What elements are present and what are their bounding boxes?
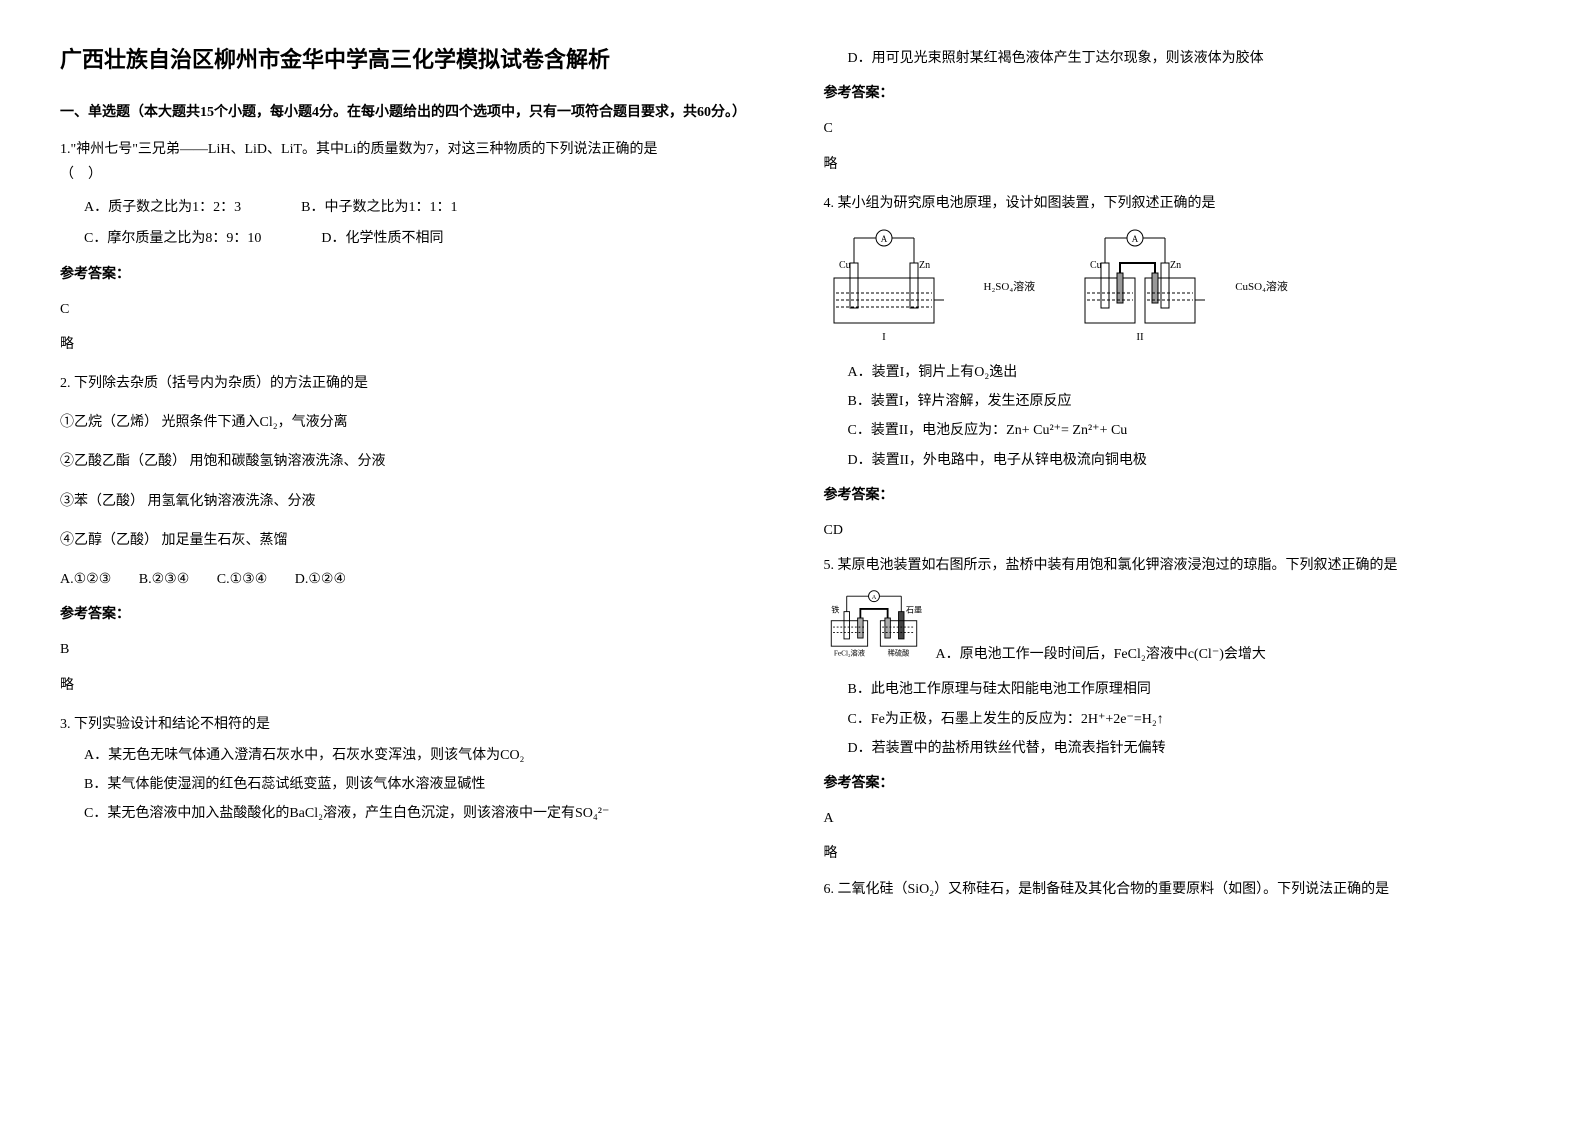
svg-text:A: A	[871, 594, 876, 601]
cell-diagram-1: A Cu Zn I	[824, 228, 974, 348]
q4-option-d: D．装置II，外电路中，电子从锌电极流向铜电极	[848, 448, 1528, 473]
svg-text:铁: 铁	[831, 605, 839, 615]
cell1-right-label: Zn	[919, 260, 930, 271]
q3-note: 略	[824, 152, 1528, 177]
q2-option-c: C.①③④	[217, 572, 268, 587]
question-4: 4. 某小组为研究原电池原理，设计如图装置，下列叙述正确的是 A Cu Zn I	[824, 191, 1528, 543]
q5-option-c: C．Fe为正极，石墨上发生的反应为：2H⁺+2e⁻=H₂↑	[848, 707, 1528, 732]
q5-answer-label: 参考答案：	[824, 771, 1528, 796]
page-title: 广西壮族自治区柳州市金华中学高三化学模拟试卷含解析	[60, 40, 764, 80]
q2-item-4: ④乙醇（乙酸） 加足量生石灰、蒸馏	[60, 528, 764, 553]
q3-option-c: C．某无色溶液中加入盐酸酸化的BaCl₂溶液，产生白色沉淀，则该溶液中一定有SO…	[84, 801, 764, 826]
q4-option-c: C．装置II，电池反应为：Zn+ Cu²⁺= Zn²⁺+ Cu	[848, 418, 1528, 443]
q1-option-a: A．质子数之比为1：2：3	[84, 195, 241, 220]
q3-answer-label: 参考答案：	[824, 81, 1528, 106]
q2-item-2: ②乙酸乙酯（乙酸） 用饱和碳酸氢钠溶液洗涤、分液	[60, 449, 764, 474]
cell-diagram-2: A Cu Zn II	[1075, 228, 1225, 348]
q1-option-d: D．化学性质不相同	[321, 226, 443, 251]
question-4-text: 4. 某小组为研究原电池原理，设计如图装置，下列叙述正确的是	[824, 191, 1528, 216]
q3-option-a: A．某无色无味气体通入澄清石灰水中，石灰水变浑浊，则该气体为CO₂	[84, 743, 764, 768]
question-3-text: 3. 下列实验设计和结论不相符的是	[60, 712, 764, 737]
question-5: 5. 某原电池装置如右图所示，盐桥中装有用饱和氯化钾溶液浸泡过的琼脂。下列叙述正…	[824, 553, 1528, 867]
q2-answer: B	[60, 637, 764, 662]
q2-item-3: ③苯（乙酸） 用氢氧化钠溶液洗涤、分液	[60, 489, 764, 514]
q1-option-b: B．中子数之比为1：1：1	[301, 195, 457, 220]
q2-answer-label: 参考答案：	[60, 602, 764, 627]
question-3: 3. 下列实验设计和结论不相符的是 A．某无色无味气体通入澄清石灰水中，石灰水变…	[60, 712, 764, 827]
left-column: 广西壮族自治区柳州市金华中学高三化学模拟试卷含解析 一、单选题（本大题共15个小…	[60, 40, 764, 912]
q2-option-a: A.①②③	[60, 572, 111, 587]
q4-option-a: A．装置I，铜片上有O₂逸出	[848, 360, 1528, 385]
svg-text:石墨: 石墨	[905, 606, 921, 615]
q5-note: 略	[824, 841, 1528, 866]
q5-option-a: A．原电池工作一段时间后，FeCl₂溶液中c(Cl⁻)会增大	[936, 642, 1528, 667]
svg-text:A: A	[1132, 234, 1139, 244]
cell1-solution-label: H₂SO₄溶液	[984, 278, 1036, 298]
cell1-left-label: Cu	[839, 260, 851, 271]
question-2: 2. 下列除去杂质（括号内为杂质）的方法正确的是 ①乙烷（乙烯） 光照条件下通入…	[60, 371, 764, 698]
q5-diagram-wrap: A 铁 石墨	[824, 588, 924, 667]
svg-text:FeCl₂溶液: FeCl₂溶液	[833, 649, 864, 658]
q2-item-1: ①乙烷（乙烯） 光照条件下通入Cl₂，气液分离	[60, 410, 764, 435]
q1-answer: C	[60, 297, 764, 322]
q5-diagram: A 铁 石墨	[824, 588, 924, 658]
cell1-label: I	[882, 331, 886, 343]
q5-option-d: D．若装置中的盐桥用铁丝代替，电流表指针无偏转	[848, 736, 1528, 761]
q4-option-b: B．装置I，锌片溶解，发生还原反应	[848, 389, 1528, 414]
q1-answer-label: 参考答案：	[60, 262, 764, 287]
question-5-text: 5. 某原电池装置如右图所示，盐桥中装有用饱和氯化钾溶液浸泡过的琼脂。下列叙述正…	[824, 553, 1528, 578]
q4-diagram: A Cu Zn I H₂SO₄溶液 A	[824, 228, 1528, 348]
q2-option-d: D.①②④	[295, 572, 346, 587]
svg-text:稀硫酸: 稀硫酸	[887, 649, 910, 658]
q3-options-cont: D．用可见光束照射某红褐色液体产生丁达尔现象，则该液体为胶体	[848, 46, 1528, 71]
q2-option-b: B.②③④	[139, 572, 190, 587]
question-1-options: A．质子数之比为1：2：3 B．中子数之比为1：1：1 C．摩尔质量之比为8：9…	[84, 195, 764, 251]
q5-answer: A	[824, 806, 1528, 831]
question-2-text: 2. 下列除去杂质（括号内为杂质）的方法正确的是	[60, 371, 764, 396]
q3-option-b: B．某气体能使湿润的红色石蕊试纸变蓝，则该气体水溶液显碱性	[84, 772, 764, 797]
q1-option-c: C．摩尔质量之比为8：9：10	[84, 226, 261, 251]
q2-options: A.①②③ B.②③④ C.①③④ D.①②④	[60, 567, 764, 592]
q4-answer-label: 参考答案：	[824, 483, 1528, 508]
q5-option-b: B．此电池工作原理与硅太阳能电池工作原理相同	[848, 677, 1528, 702]
q2-note: 略	[60, 673, 764, 698]
q4-answer: CD	[824, 518, 1528, 543]
q1-note: 略	[60, 332, 764, 357]
right-column: D．用可见光束照射某红褐色液体产生丁达尔现象，则该液体为胶体 参考答案： C 略…	[824, 40, 1528, 912]
section-1-title: 一、单选题（本大题共15个小题，每小题4分。在每小题给出的四个选项中，只有一项符…	[60, 100, 764, 125]
question-1-text: 1."神州七号"三兄弟——LiH、LiD、LiT。其中Li的质量数为7，对这三种…	[60, 137, 764, 187]
cell2-solution-label: CuSO₄溶液	[1235, 278, 1288, 298]
q4-options: A．装置I，铜片上有O₂逸出 B．装置I，锌片溶解，发生还原反应 C．装置II，…	[848, 360, 1528, 473]
q3-options: A．某无色无味气体通入澄清石灰水中，石灰水变浑浊，则该气体为CO₂ B．某气体能…	[84, 743, 764, 827]
q5-options: B．此电池工作原理与硅太阳能电池工作原理相同 C．Fe为正极，石墨上发生的反应为…	[848, 677, 1528, 761]
question-6: 6. 二氧化硅（SiO₂）又称硅石，是制备硅及其化合物的重要原料（如图）。下列说…	[824, 877, 1528, 902]
question-1: 1."神州七号"三兄弟——LiH、LiD、LiT。其中Li的质量数为7，对这三种…	[60, 137, 764, 357]
q3-answer: C	[824, 116, 1528, 141]
cell2-right-label: Zn	[1170, 260, 1181, 271]
q5-row: A 铁 石墨	[824, 588, 1528, 667]
svg-text:A: A	[880, 234, 887, 244]
cell2-label: II	[1137, 331, 1145, 343]
q3-option-d: D．用可见光束照射某红褐色液体产生丁达尔现象，则该液体为胶体	[848, 46, 1528, 71]
question-6-text: 6. 二氧化硅（SiO₂）又称硅石，是制备硅及其化合物的重要原料（如图）。下列说…	[824, 877, 1528, 902]
cell2-left-label: Cu	[1090, 260, 1102, 271]
